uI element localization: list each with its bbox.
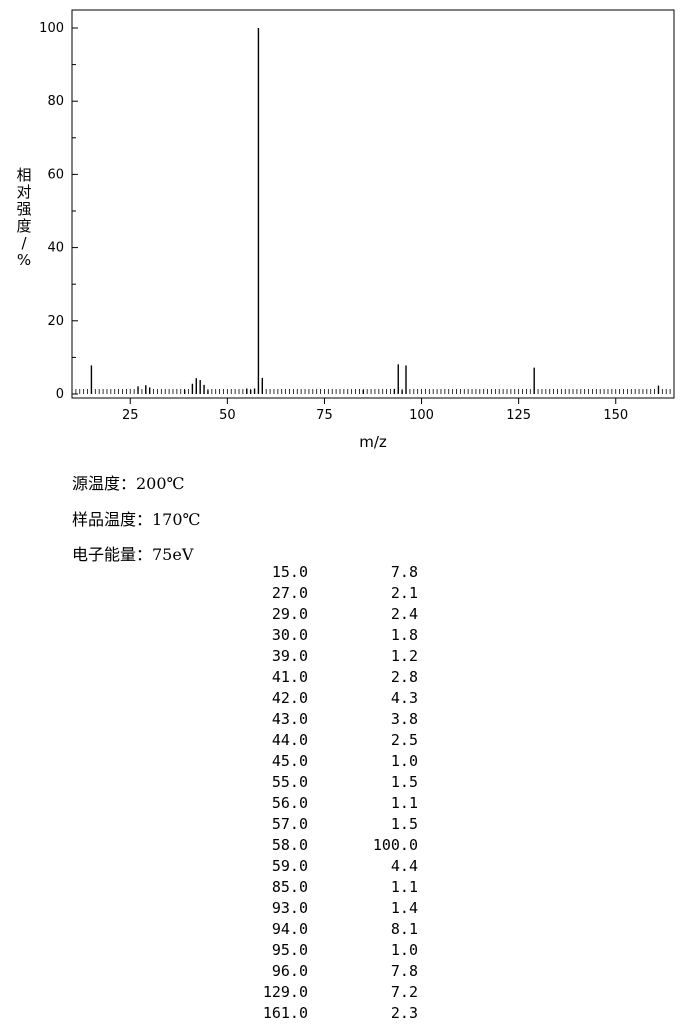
peak-mz-value: 129.0 (262, 983, 308, 1001)
peak-mz-value: 95.0 (271, 941, 308, 959)
x-tick-label: 25 (122, 408, 139, 423)
y-tick-label: 100 (39, 21, 64, 36)
peak-mz-value: 44.0 (271, 731, 308, 749)
peak-intensity-value: 2.3 (390, 1004, 418, 1022)
peak-mz-value: 41.0 (271, 668, 308, 686)
peak-intensity-value: 1.4 (390, 899, 418, 917)
peak-mz-value: 56.0 (271, 794, 308, 812)
table-row: 129.0 7.2 (220, 982, 420, 1003)
table-row: 58.0 100.0 (220, 835, 420, 856)
peak-mz-value: 55.0 (271, 773, 308, 791)
table-row: 93.0 1.4 (220, 898, 420, 919)
x-tick-label: 100 (409, 408, 434, 423)
y-tick-label: 40 (47, 241, 64, 256)
peak-intensity-value: 8.1 (390, 920, 418, 938)
table-row: 59.0 4.4 (220, 856, 420, 877)
peak-mz-value: 27.0 (271, 584, 308, 602)
table-row: 44.0 2.5 (220, 730, 420, 751)
peak-mz-value: 96.0 (271, 962, 308, 980)
y-axis-ticks: 0 20 40 60 80 100 (39, 21, 78, 402)
table-row: 55.0 1.5 (220, 772, 420, 793)
table-row: 42.0 4.3 (220, 688, 420, 709)
peak-mz-value: 93.0 (271, 899, 308, 917)
peak-mz-value: 59.0 (271, 857, 308, 875)
peak-bars (90, 28, 660, 394)
peak-intensity-value: 1.8 (390, 626, 418, 644)
peak-mz-value: 45.0 (271, 752, 308, 770)
peak-intensity-value: 100.0 (372, 836, 418, 854)
y-tick-label: 20 (47, 314, 64, 329)
peak-intensity-value: 1.1 (390, 878, 418, 896)
peak-mz-value: 42.0 (271, 689, 308, 707)
peak-intensity-value: 2.1 (390, 584, 418, 602)
table-row: 94.0 8.1 (220, 919, 420, 940)
x-axis-ticks: 25 50 75 100 125 150 (122, 398, 628, 423)
peak-mz-value: 30.0 (271, 626, 308, 644)
peak-intensity-value: 2.5 (390, 731, 418, 749)
minor-ticks (71, 389, 675, 394)
sample-temperature: 样品温度：170℃ (72, 510, 201, 529)
peak-intensity-value: 7.8 (390, 962, 418, 980)
peak-mz-value: 161.0 (262, 1004, 308, 1022)
source-temperature: 源温度：200℃ (72, 474, 185, 493)
peak-mz-value: 43.0 (271, 710, 308, 728)
x-tick-label: 50 (219, 408, 236, 423)
peak-mz-value: 15.0 (271, 563, 308, 581)
peak-mz-value: 94.0 (271, 920, 308, 938)
peak-intensity-value: 1.2 (390, 647, 418, 665)
electron-energy: 电子能量：75eV (72, 545, 194, 564)
table-row: 15.0 7.8 (220, 562, 420, 583)
peak-intensity-value: 4.3 (390, 689, 418, 707)
x-axis-label: m/z (359, 433, 387, 451)
peak-mz-value: 29.0 (271, 605, 308, 623)
table-row: 161.0 2.3 (220, 1003, 420, 1024)
y-tick-label: 0 (56, 387, 64, 402)
table-row: 56.0 1.1 (220, 793, 420, 814)
table-row: 27.0 2.1 (220, 583, 420, 604)
peak-mz-value: 85.0 (271, 878, 308, 896)
peak-intensity-value: 2.4 (390, 605, 418, 623)
peak-intensity-value: 2.8 (390, 668, 418, 686)
peak-mz-value: 57.0 (271, 815, 308, 833)
table-row: 45.0 1.0 (220, 751, 420, 772)
peak-intensity-value: 3.8 (390, 710, 418, 728)
table-row: 95.0 1.0 (220, 940, 420, 961)
peak-intensity-value: 1.1 (390, 794, 418, 812)
peak-table: 15.0 7.8 27.0 2.1 29.0 2.4 30.0 1.8 39.0 1.2 41.0 2… (220, 562, 420, 1024)
peak-intensity-value: 1.5 (390, 773, 418, 791)
table-row: 43.0 3.8 (220, 709, 420, 730)
y-tick-label: 60 (47, 167, 64, 182)
table-row: 57.0 1.5 (220, 814, 420, 835)
peak-mz-value: 39.0 (271, 647, 308, 665)
table-row: 41.0 2.8 (220, 667, 420, 688)
table-row: 96.0 7.8 (220, 961, 420, 982)
peak-intensity-value: 1.0 (390, 752, 418, 770)
peak-intensity-value: 4.4 (390, 857, 418, 875)
table-row: 85.0 1.1 (220, 877, 420, 898)
y-tick-label: 80 (47, 94, 64, 109)
y-axis-label: 相对强度/% (16, 166, 31, 269)
table-row: 39.0 1.2 (220, 646, 420, 667)
table-row: 29.0 2.4 (220, 604, 420, 625)
peak-intensity-value: 1.0 (390, 941, 418, 959)
plot-frame (71, 9, 675, 399)
x-tick-label: 150 (603, 408, 628, 423)
peak-intensity-value: 7.2 (390, 983, 418, 1001)
table-row: 30.0 1.8 (220, 625, 420, 646)
peak-intensity-value: 1.5 (390, 815, 418, 833)
peak-intensity-value: 7.8 (390, 563, 418, 581)
peak-mz-value: 58.0 (271, 836, 308, 854)
mass-spectrum-chart: 0 20 40 60 80 100 25 50 75 100 125 150 m/z 相对强度/% (16, 9, 675, 451)
x-tick-label: 125 (506, 408, 531, 423)
x-tick-label: 75 (316, 408, 333, 423)
